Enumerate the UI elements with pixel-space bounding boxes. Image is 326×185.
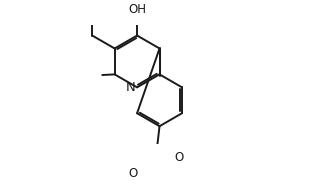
Text: O: O	[128, 167, 137, 180]
Text: O: O	[174, 151, 183, 164]
Text: N: N	[125, 81, 135, 94]
Text: OH: OH	[128, 3, 146, 16]
